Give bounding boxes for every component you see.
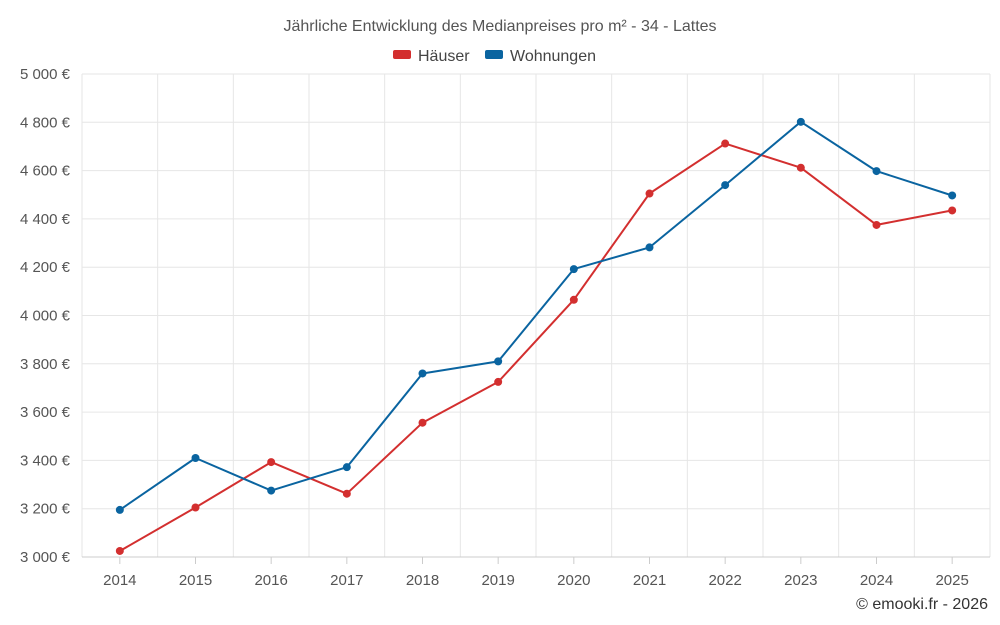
legend-label-haeuser: Häuser (418, 48, 470, 65)
x-tick-label: 2024 (860, 572, 893, 589)
data-point-haeuser[interactable] (796, 163, 805, 172)
y-tick-label: 3 000 € (20, 549, 71, 566)
series-line-wohnungen (119, 120, 953, 511)
x-tick-label: 2023 (784, 572, 817, 589)
data-point-haeuser[interactable] (872, 220, 881, 229)
credit-text: © emooki.fr - 2026 (856, 596, 988, 613)
data-point-haeuser[interactable] (645, 189, 654, 198)
x-tick-label: 2016 (254, 572, 287, 589)
chart-title: Jährliche Entwicklung des Medianpreises … (283, 18, 716, 35)
series-line-haeuser (119, 142, 953, 552)
y-tick-label: 4 800 € (20, 114, 71, 131)
legend-swatch-wohnungen (485, 50, 503, 59)
x-tick-label: 2018 (406, 572, 439, 589)
legend-swatch-haeuser (393, 50, 411, 59)
y-tick-label: 5 000 € (20, 66, 71, 83)
x-tick-label: 2021 (633, 572, 666, 589)
data-point-wohnungen[interactable] (721, 181, 730, 190)
y-tick-label: 3 200 € (20, 501, 71, 518)
data-point-wohnungen[interactable] (872, 167, 881, 176)
data-point-haeuser[interactable] (115, 546, 124, 555)
data-point-wohnungen[interactable] (342, 463, 351, 472)
y-tick-label: 4 600 € (20, 163, 71, 180)
data-point-haeuser[interactable] (494, 377, 503, 386)
data-point-haeuser[interactable] (191, 503, 200, 512)
data-point-wohnungen[interactable] (115, 505, 124, 514)
y-tick-label: 4 200 € (20, 259, 71, 276)
x-tick-label: 2022 (708, 572, 741, 589)
data-point-wohnungen[interactable] (267, 486, 276, 495)
legend-item-wohnungen[interactable]: Wohnungen (485, 48, 596, 65)
data-point-haeuser[interactable] (948, 206, 957, 215)
data-point-wohnungen[interactable] (494, 357, 503, 366)
x-tick-label: 2025 (935, 572, 968, 589)
y-tick-label: 4 000 € (20, 308, 71, 325)
data-point-wohnungen[interactable] (191, 453, 200, 462)
x-tick-label: 2020 (557, 572, 590, 589)
x-tick-label: 2017 (330, 572, 363, 589)
data-point-haeuser[interactable] (569, 295, 578, 304)
legend-label-wohnungen: Wohnungen (510, 48, 596, 65)
y-tick-label: 3 800 € (20, 356, 71, 373)
x-tick-label: 2019 (481, 572, 514, 589)
series-layer (115, 117, 957, 555)
data-point-wohnungen[interactable] (569, 265, 578, 274)
legend-item-haeuser[interactable]: Häuser (393, 48, 470, 65)
data-point-wohnungen[interactable] (948, 191, 957, 200)
data-point-wohnungen[interactable] (796, 117, 805, 126)
data-point-haeuser[interactable] (342, 489, 351, 498)
legend: Häuser Wohnungen (393, 48, 596, 65)
y-tick-label: 3 600 € (20, 404, 71, 421)
x-tick-label: 2015 (179, 572, 212, 589)
x-tick-label: 2014 (103, 572, 136, 589)
data-point-wohnungen[interactable] (645, 243, 654, 252)
data-point-wohnungen[interactable] (418, 369, 427, 378)
data-point-haeuser[interactable] (418, 418, 427, 427)
axis-layer: 3 000 € 3 200 € 3 400 € 3 600 € 3 800 € 4 000… (20, 66, 990, 589)
y-tick-label: 3 400 € (20, 452, 71, 469)
y-tick-label: 4 400 € (20, 211, 71, 228)
data-point-haeuser[interactable] (721, 139, 730, 148)
data-point-haeuser[interactable] (267, 458, 276, 467)
